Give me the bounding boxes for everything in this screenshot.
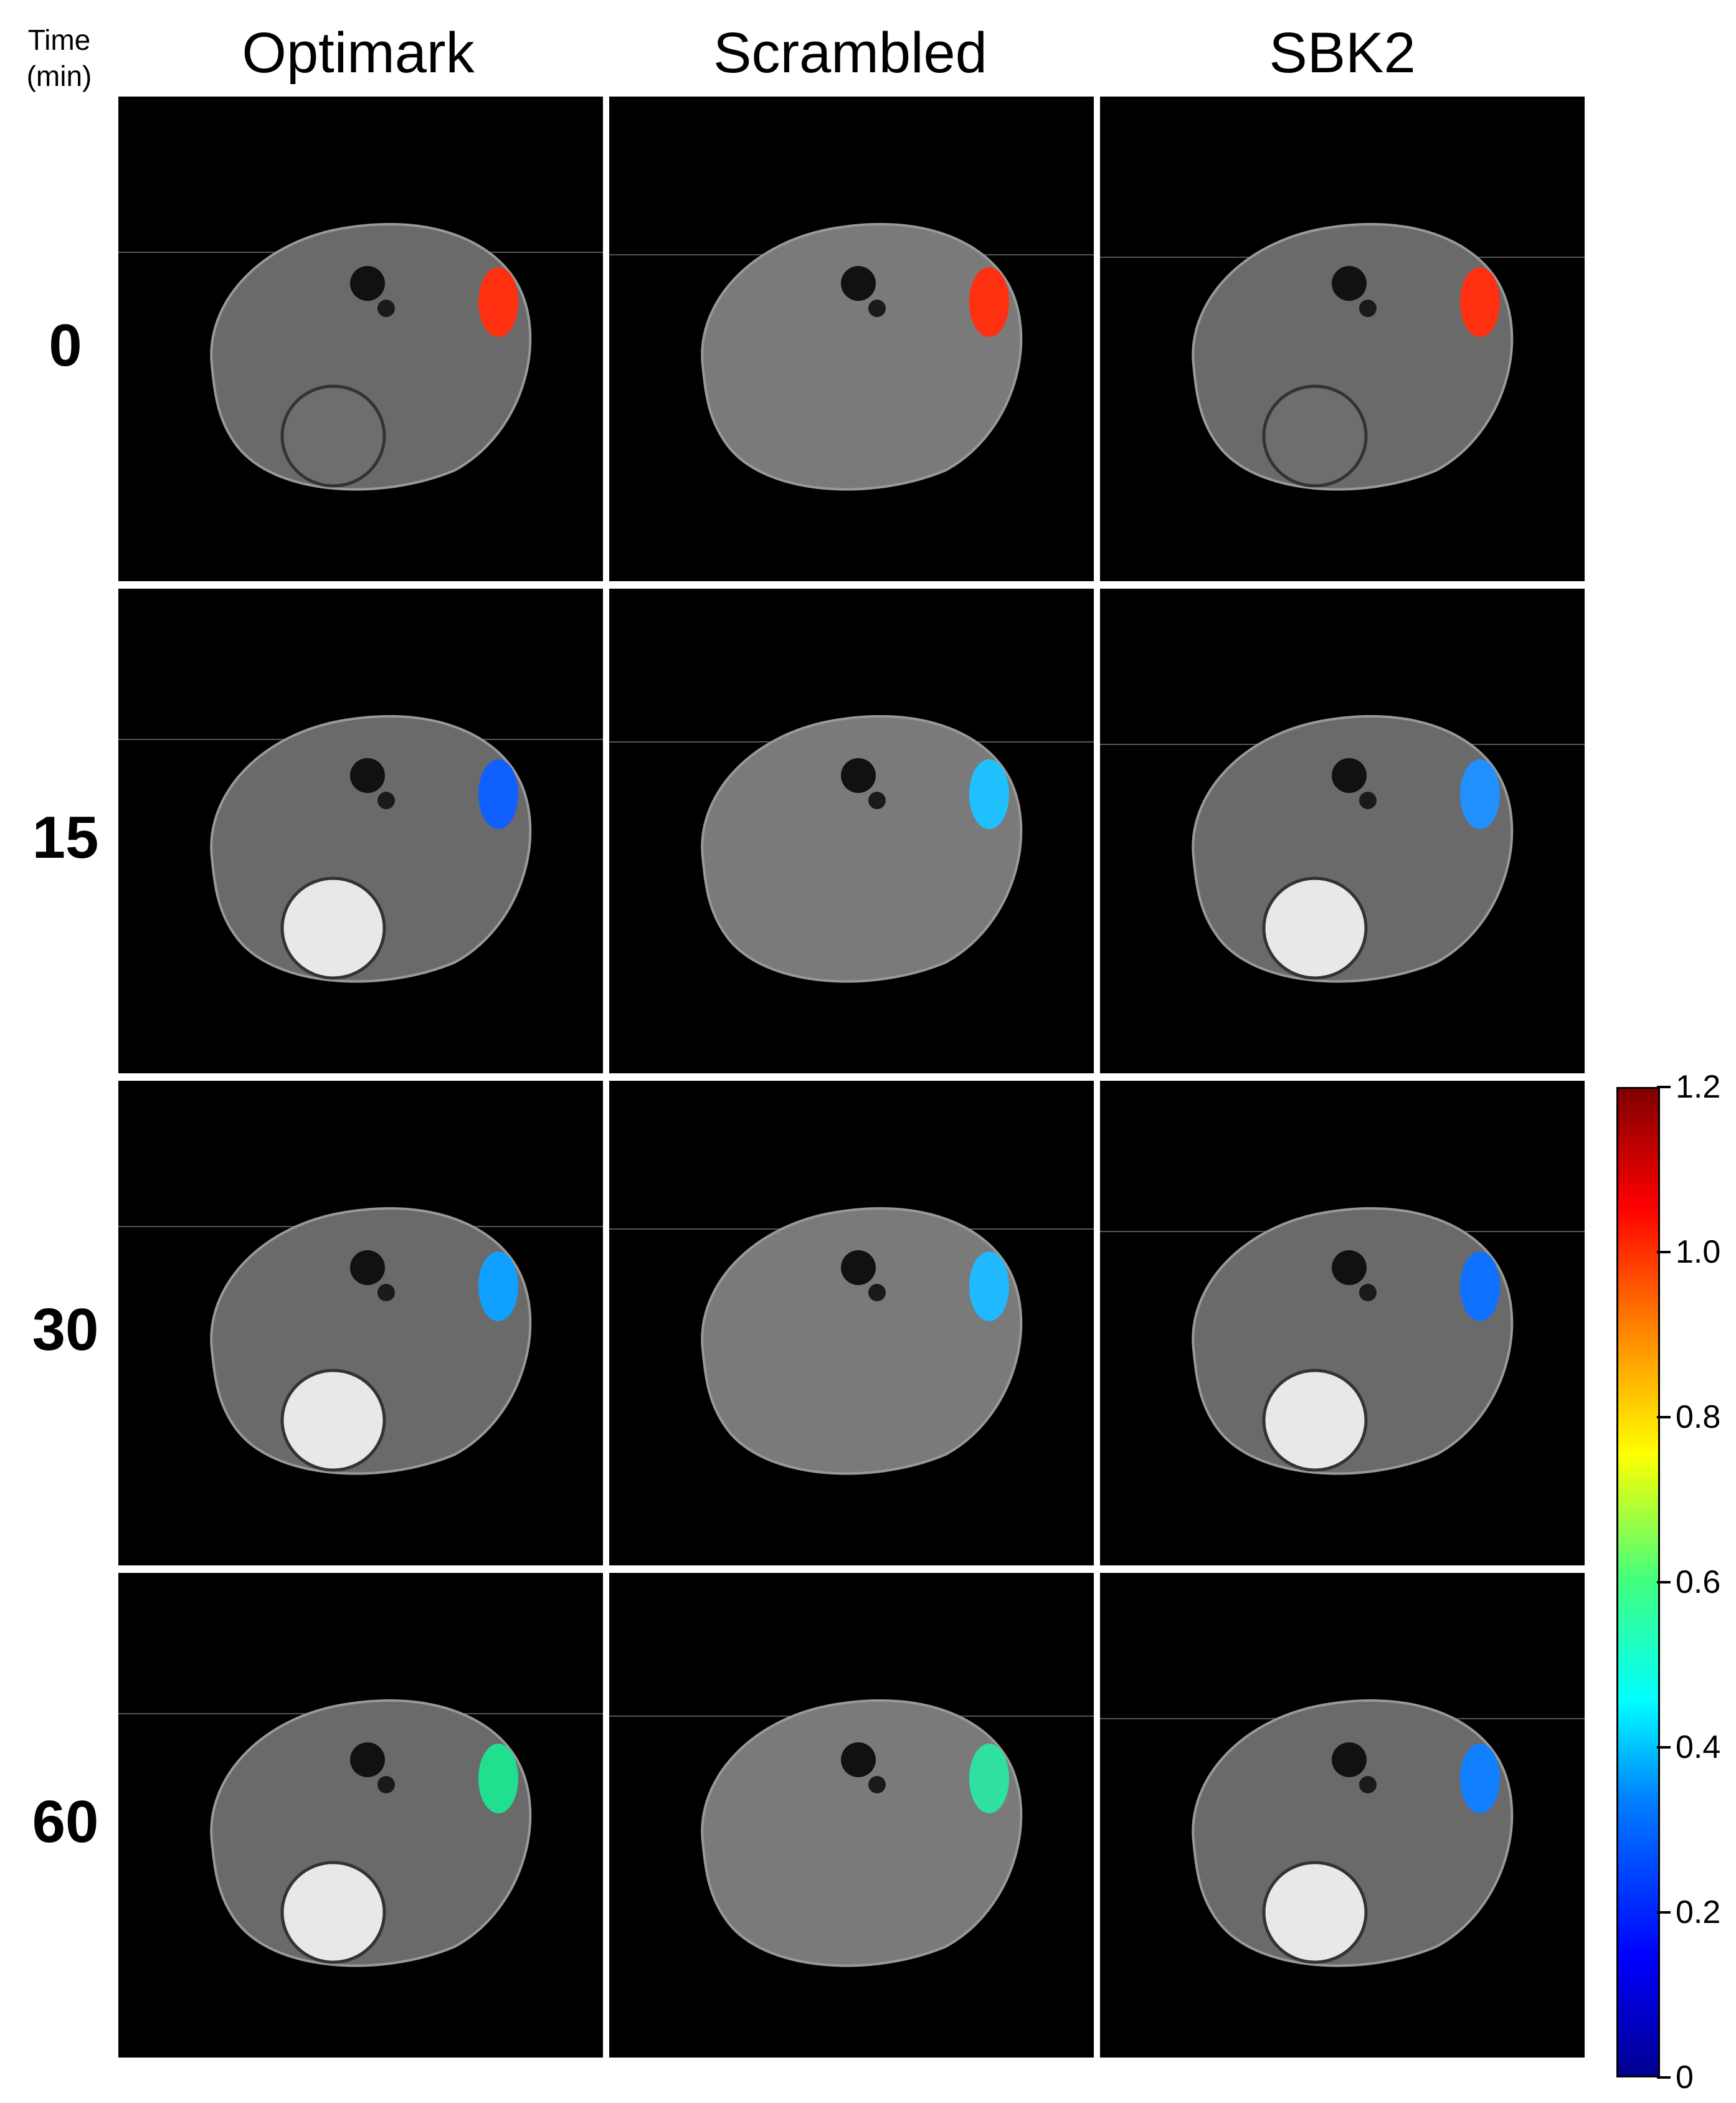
colorbar-tick — [1657, 1581, 1671, 1583]
mri-panel — [1100, 97, 1585, 581]
mri-panel — [609, 1573, 1094, 2058]
time-unit-label: (min) — [26, 60, 92, 92]
colorbar-tick — [1657, 1746, 1671, 1749]
colorbar-tick-label: 0.4 — [1676, 1729, 1721, 1765]
row-label-15: 15 — [32, 804, 99, 871]
colorbar — [1616, 1087, 1660, 2077]
colorbar-tick — [1657, 1416, 1671, 1418]
colorbar-tick-label: 0.2 — [1676, 1894, 1721, 1930]
mri-panel — [1100, 1081, 1585, 1565]
colorbar-tick-label: 0.8 — [1676, 1399, 1721, 1435]
colorbar-tick-label: 1.0 — [1676, 1234, 1721, 1270]
column-header-optimark: Optimark — [242, 21, 475, 85]
mri-panel — [118, 1573, 603, 2058]
mri-panel — [1100, 589, 1585, 1073]
mri-panel — [1100, 1573, 1585, 2058]
colorbar-tick-label: 1.2 — [1676, 1069, 1721, 1105]
colorbar-tick-label: 0 — [1676, 2059, 1694, 2096]
colorbar-tick — [1657, 1911, 1671, 1914]
time-axis-label: Time (min) — [6, 22, 112, 94]
mri-panel — [609, 1081, 1094, 1565]
colorbar-tick — [1657, 2076, 1671, 2079]
column-header-scrambled: Scrambled — [713, 21, 987, 85]
row-label-0: 0 — [49, 312, 82, 379]
mri-panel — [118, 97, 603, 581]
row-label-30: 30 — [32, 1296, 99, 1363]
time-label: Time — [27, 24, 91, 56]
colorbar-tick — [1657, 1251, 1671, 1253]
mri-panel — [609, 589, 1094, 1073]
mri-panel — [118, 589, 603, 1073]
row-label-60: 60 — [32, 1788, 99, 1855]
colorbar-tick — [1657, 1086, 1671, 1088]
mri-panel — [118, 1081, 603, 1565]
mri-panel — [609, 97, 1094, 581]
colorbar-tick-label: 0.6 — [1676, 1564, 1721, 1600]
column-header-sbk2: SBK2 — [1269, 21, 1416, 85]
